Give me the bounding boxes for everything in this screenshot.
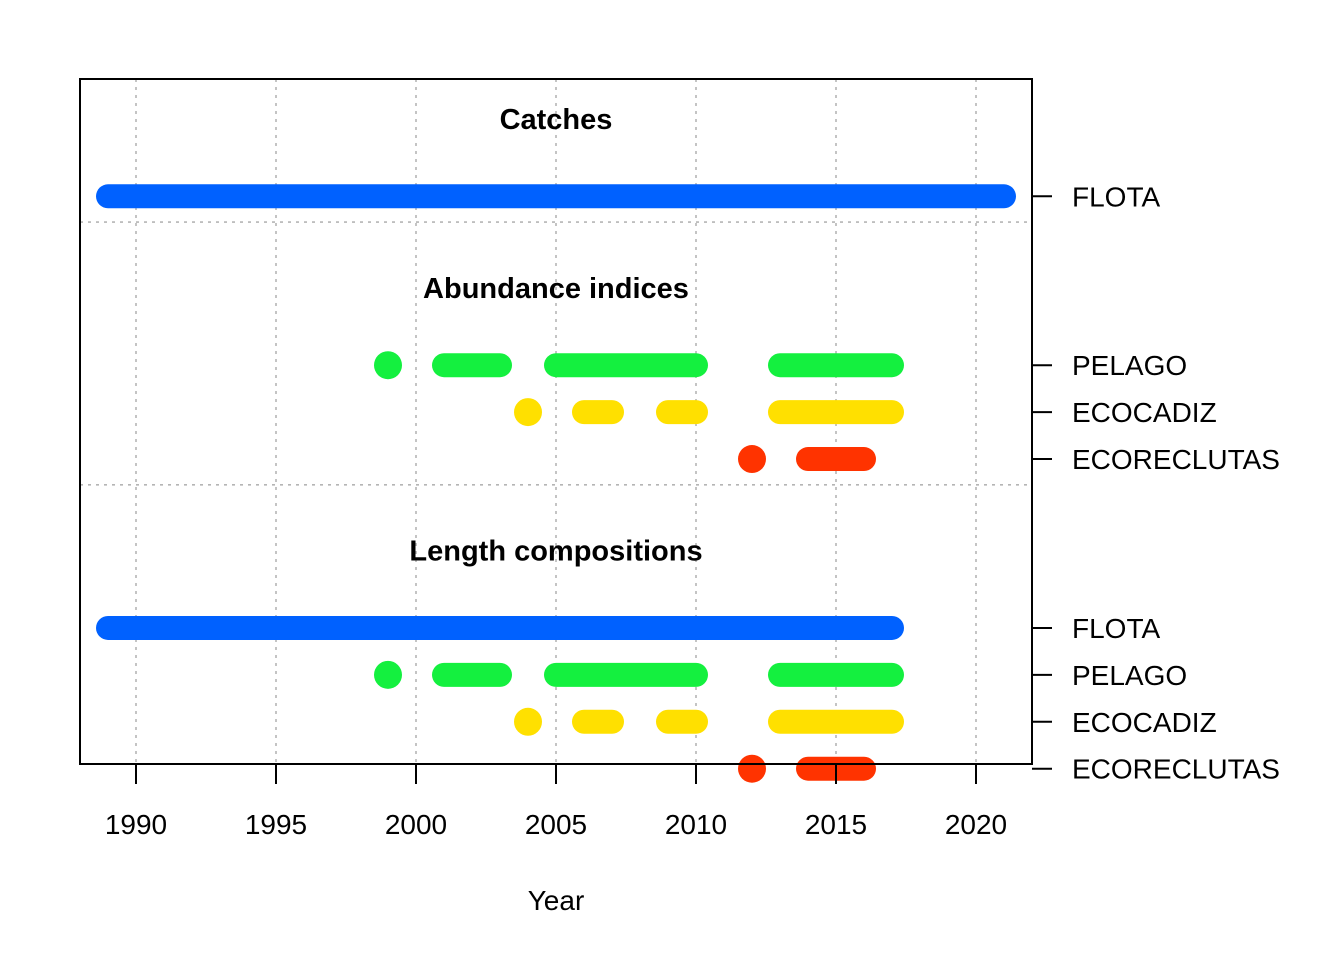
x-tick-label: 2010 xyxy=(665,809,727,840)
x-tick-label: 1995 xyxy=(245,809,307,840)
x-tick-label: 1990 xyxy=(105,809,167,840)
section-title: Catches xyxy=(500,104,613,136)
x-tick-label: 2000 xyxy=(385,809,447,840)
y-tick-label: ECORECLUTAS xyxy=(1072,754,1280,785)
series-point-ecoreclutas xyxy=(738,445,766,474)
x-tick-label: 2015 xyxy=(805,809,867,840)
series-point-ecoreclutas xyxy=(738,754,766,783)
y-tick-label: ECOCADIZ xyxy=(1072,397,1217,428)
bar-layer xyxy=(96,184,1016,783)
x-axis-title: Year xyxy=(528,885,585,916)
series-point-pelago xyxy=(374,351,402,380)
x-tick-label: 2020 xyxy=(945,809,1007,840)
y-tick-label: FLOTA xyxy=(1072,181,1160,212)
y-tick-label: PELAGO xyxy=(1072,350,1187,381)
y-tick-label: ECORECLUTAS xyxy=(1072,444,1280,475)
y-tick-label: PELAGO xyxy=(1072,660,1187,691)
series-point-ecocadiz xyxy=(514,398,542,427)
x-axis: 1990 1995 2000 2005 2010 2015 2020 xyxy=(105,764,1007,840)
y-tick-label: ECOCADIZ xyxy=(1072,707,1217,738)
section-title: Length compositions xyxy=(409,536,702,568)
x-tick-label: 2005 xyxy=(525,809,587,840)
series-point-ecocadiz xyxy=(514,707,542,736)
series-point-pelago xyxy=(374,660,402,689)
y-axis-right: FLOTA PELAGO ECOCADIZ ECORECLUTAS FLOTA PELAG… xyxy=(1032,181,1280,785)
section-layer: Catches Abundance indices Length compositi… xyxy=(409,104,702,568)
section-title: Abundance indices xyxy=(423,273,689,305)
y-tick-label: FLOTA xyxy=(1072,613,1160,644)
